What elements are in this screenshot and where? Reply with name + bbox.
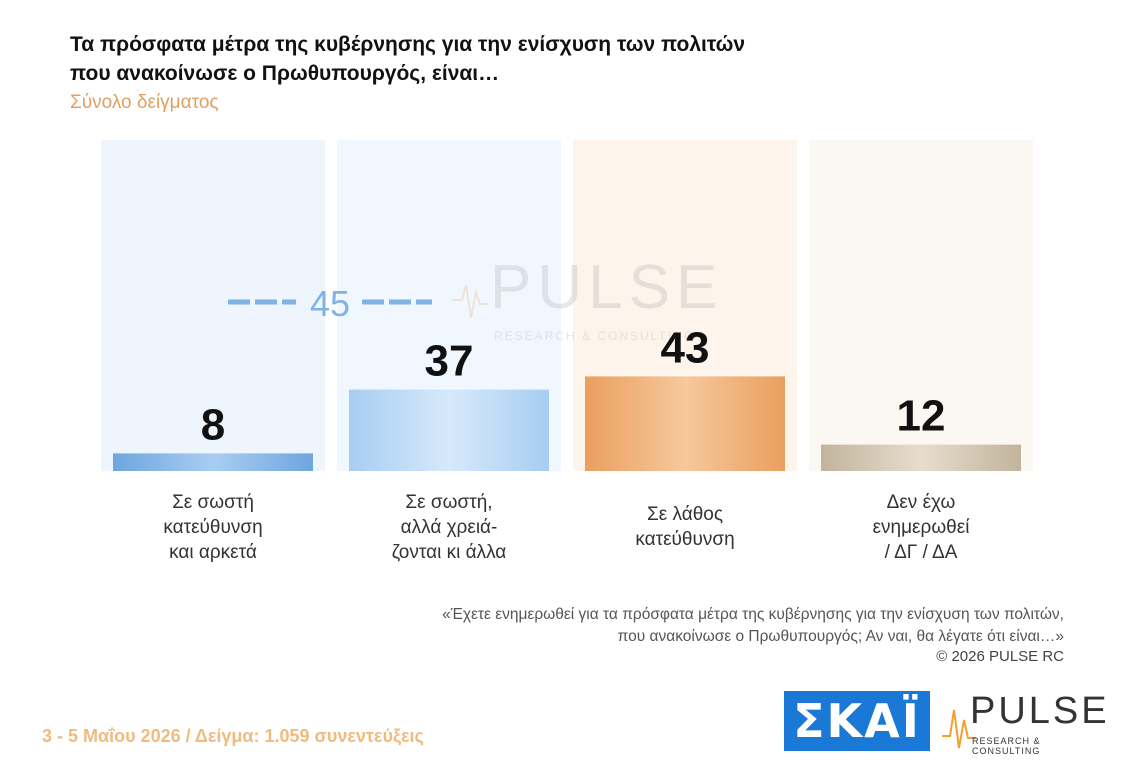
bar-value-label: 8 [201, 400, 225, 449]
category-label-line: κατεύθυνση [163, 516, 263, 538]
watermark-word: PULSE [490, 253, 723, 322]
pulse-logo-sub: RESEARCH & CONSULTING [972, 736, 1041, 756]
bar [585, 376, 785, 471]
category-label-line: και αρκετά [169, 541, 257, 563]
bar [349, 389, 549, 471]
bar-value-label: 37 [425, 337, 474, 386]
category-label-line: κατεύθυνση [635, 529, 735, 550]
category-label-line: Σε λάθος [647, 504, 723, 525]
pulse-logo-word: PULSE [970, 690, 1110, 732]
category-label: Σε λάθος κατεύθυνση [585, 502, 785, 552]
group-total-label: 45 [310, 283, 350, 324]
bar [113, 453, 313, 471]
bar-value-label: 12 [897, 392, 946, 441]
category-label: Σε σωστή, αλλά χρειά-ζονται κι άλλα [349, 490, 549, 565]
category-label-line: αλλά χρειά- [400, 516, 498, 538]
bar-value-label: 43 [661, 323, 710, 372]
category-label-line: ενημερωθεί [872, 516, 970, 538]
bar-chart: PULSE RESEARCH & CONSULTING 45 8 37 43 12 [101, 140, 1033, 471]
chart-subtitle: Σύνολο δείγματος [70, 92, 219, 113]
group-total-marker: 45 [228, 283, 432, 324]
bar-background [101, 140, 325, 471]
category-label-line: Δεν έχω [886, 491, 956, 513]
category-label-line: ζονται κι άλλα [391, 541, 507, 563]
question-line-2: που ανακοίνωσε ο Πρωθυπουργός; Αν ναι, θ… [617, 628, 1064, 645]
copyright-note: © 2026 PULSE RC [936, 648, 1064, 665]
title-line-2: που ανακοίνωσε ο Πρωθυπουργός, είναι… [70, 62, 500, 85]
pulse-logo: PULSE RESEARCH & CONSULTING [940, 690, 1110, 756]
bar [821, 444, 1021, 471]
category-label: Δεν έχω ενημερωθεί / ΔΓ / ΔΑ [821, 490, 1021, 565]
skai-logo: ΣΚΑΪ [784, 691, 930, 751]
title-line-1: Τα πρόσφατα μέτρα της κυβέρνησης για την… [70, 33, 746, 56]
pulse-wave-icon [942, 709, 976, 749]
survey-question: «Έχετε ενημερωθεί για τα πρόσφατα μέτρα … [264, 604, 1064, 648]
watermark-sub: RESEARCH & CONSULTING [494, 329, 695, 343]
pulse-watermark: PULSE RESEARCH & CONSULTING [452, 253, 723, 343]
category-label-line: Σε σωστή, [405, 491, 493, 513]
bar-background [809, 140, 1033, 471]
category-label-line: Σε σωστή [172, 491, 254, 513]
chart-title: Τα πρόσφατα μέτρα της κυβέρνησης για την… [70, 30, 745, 88]
question-line-1: «Έχετε ενημερωθεί για τα πρόσφατα μέτρα … [442, 606, 1064, 623]
survey-footer: 3 - 5 Μαΐου 2026 / Δείγμα: 1.059 συνεντε… [42, 726, 424, 746]
category-label: Σε σωστή κατεύθυνση και αρκετά [113, 490, 313, 565]
category-label-line: / ΔΓ / ΔΑ [884, 541, 958, 563]
